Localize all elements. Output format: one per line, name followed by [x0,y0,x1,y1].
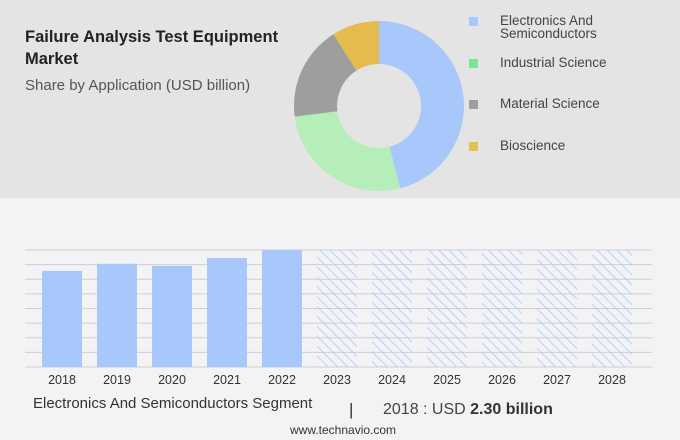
bar-2021 [207,257,247,367]
legend-item: Material Science [469,96,600,111]
separator: | [349,400,354,419]
x-tick-label: 2025 [433,373,461,387]
donut-slice-0 [379,21,465,189]
chart-title: Failure Analysis Test Equipment Market [25,28,279,68]
donut-slice-1 [294,111,401,191]
x-tick-label: 2027 [543,373,571,387]
segment-value: 2018 : USD 2.30 billion [383,401,553,419]
legend-swatch [469,17,478,26]
legend-swatch [469,142,478,151]
forecast-bar-2024 [372,250,412,367]
chart-subtitle: Share by Application (USD billion) [25,77,251,94]
legend-swatch [469,100,478,109]
forecast-bar-2026 [482,250,522,367]
legend-item: Industrial Science [469,55,607,70]
year-label: 2018 : USD [383,401,471,418]
bar-2020 [152,265,192,367]
legend-label: Bioscience [500,138,566,153]
bar-2019 [97,263,137,367]
x-tick-label: 2018 [48,373,76,387]
x-tick-label: 2028 [598,373,626,387]
legend-swatch [469,59,478,68]
x-tick-label: 2026 [488,373,516,387]
x-tick-label: 2019 [103,373,131,387]
x-tick-label: 2024 [378,373,406,387]
bar-2018 [42,270,82,367]
legend-label: Industrial Science [500,55,607,70]
forecast-bar-2025 [427,250,467,367]
segment-label: Electronics And Semiconductors Segment [33,395,313,412]
source-site: www.technavio.com [290,423,397,437]
x-tick-label: 2020 [158,373,186,387]
donut-slice-3 [333,21,379,71]
forecast-bar-2027 [537,250,577,367]
forecast-bar-2023 [317,250,357,367]
legend-label: Electronics And Semiconductors [500,13,597,41]
bar-2022 [262,250,302,367]
legend-item: Bioscience [469,138,566,153]
value-text: 2.30 billion [470,401,553,418]
x-tick-label: 2023 [323,373,351,387]
x-tick-label: 2021 [213,373,241,387]
legend-label: Material Science [500,96,600,111]
legend-item: Electronics And Semiconductors [469,13,620,41]
x-tick-label: 2022 [268,373,296,387]
forecast-bar-2028 [592,250,632,367]
donut-slice-2 [294,34,357,117]
